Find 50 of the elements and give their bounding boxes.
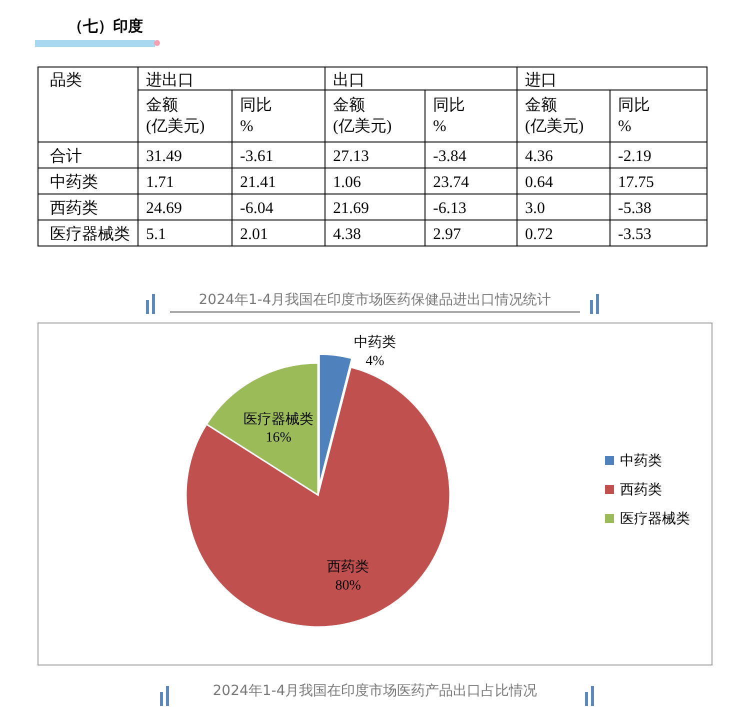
- text: 5.1: [146, 226, 166, 243]
- data-label: 16%: [266, 430, 292, 446]
- category-label: 中药类: [50, 174, 98, 191]
- text: 24.69: [146, 200, 182, 217]
- text: 2024年1-4月我国在印度市场医药产品出口占比情况: [212, 683, 538, 699]
- text: -3.53: [618, 226, 652, 243]
- text: 17.75: [618, 174, 654, 191]
- category-label: 金额 (亿美元): [525, 96, 584, 135]
- slice-label: 中药类: [354, 334, 396, 351]
- text: 0.72: [525, 226, 553, 243]
- slice-label: 西药类: [327, 559, 370, 576]
- category-label: 合计: [50, 148, 82, 165]
- text: 进出口: [146, 71, 194, 89]
- text: 27.13: [333, 148, 369, 165]
- text: -6.13: [433, 200, 466, 217]
- category-label: 同比 %: [433, 96, 465, 135]
- text: -3.84: [433, 148, 466, 165]
- text: 出口: [333, 71, 365, 89]
- category-label: 金额 (亿美元): [333, 96, 392, 135]
- legend-label: 西药类: [620, 482, 662, 498]
- data-label: 80%: [335, 578, 362, 594]
- data-label: 4%: [366, 354, 385, 369]
- text: 品类: [50, 71, 82, 89]
- text: 1.06: [333, 174, 361, 191]
- category-label: 同比 %: [240, 96, 272, 135]
- category-label: 医疗器械类: [50, 226, 130, 243]
- text: 2.01: [240, 226, 268, 243]
- text: 23.74: [433, 174, 469, 191]
- text: 21.41: [240, 174, 276, 191]
- legend-label: 中药类: [620, 453, 662, 469]
- text: 4.38: [333, 226, 361, 243]
- category-label: 西药类: [50, 200, 98, 217]
- text: 4.36: [525, 148, 553, 165]
- text: （七）印度: [68, 17, 143, 35]
- text: 进口: [525, 71, 557, 89]
- legend-label: 医疗器械类: [620, 511, 690, 527]
- text: -5.38: [618, 200, 652, 217]
- text: -3.61: [240, 148, 274, 165]
- text: 31.49: [146, 148, 182, 165]
- text: -2.19: [618, 148, 652, 165]
- text: 2024年1-4月我国在印度市场医药保健品进出口情况统计: [198, 292, 552, 308]
- slice-label: 医疗器械类: [244, 411, 314, 428]
- text: 3.0: [525, 200, 545, 217]
- text: 21.69: [333, 200, 369, 217]
- text: -6.04: [240, 200, 274, 217]
- text: 2.97: [433, 226, 461, 243]
- text: 1.71: [146, 174, 174, 191]
- text: 0.64: [525, 174, 553, 191]
- category-label: 金额 (亿美元): [146, 96, 205, 135]
- category-label: 同比 %: [618, 96, 650, 135]
